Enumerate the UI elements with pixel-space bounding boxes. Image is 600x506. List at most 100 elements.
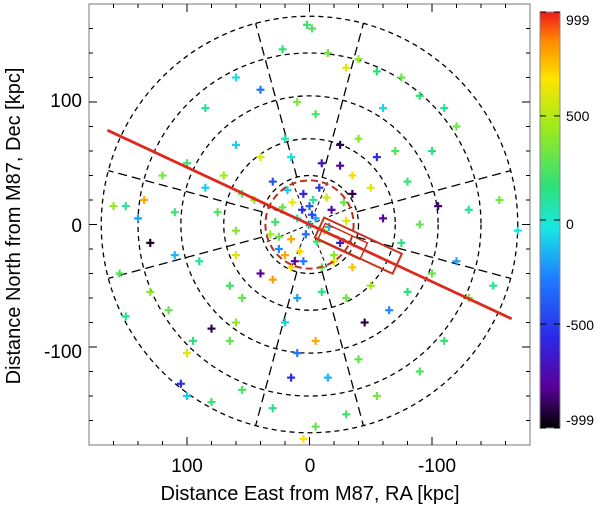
- data-point: [299, 434, 308, 443]
- data-point: [452, 122, 461, 131]
- data-point: [348, 171, 357, 180]
- data-point: [121, 202, 130, 211]
- data-point: [207, 324, 216, 333]
- data-point: [158, 171, 167, 180]
- data-point: [317, 287, 326, 296]
- data-point: [232, 226, 240, 235]
- data-point: [311, 110, 320, 119]
- data-point: [134, 214, 142, 223]
- data-point: [146, 238, 155, 247]
- data-point: [366, 183, 375, 192]
- data-point: [238, 294, 247, 302]
- data-point: [309, 196, 318, 204]
- strip-box-short: [316, 222, 369, 261]
- data-point: [293, 98, 302, 106]
- data-point: [323, 373, 332, 382]
- data-point: [464, 205, 473, 214]
- data-point: [293, 349, 302, 358]
- data-point: [307, 210, 316, 219]
- data-point: [327, 205, 336, 214]
- data-point: [366, 281, 375, 290]
- grid-spoke-7: [108, 236, 263, 280]
- data-point: [348, 263, 357, 272]
- grid-inner-spoke-4: [263, 224, 310, 244]
- data-point: [201, 183, 210, 192]
- x-tick-label-100: 100: [171, 456, 203, 477]
- data-point: [109, 202, 118, 211]
- data-point: [415, 367, 424, 376]
- data-point: [176, 379, 185, 388]
- data-point: [323, 49, 332, 57]
- data-point: [164, 306, 173, 315]
- data-point: [225, 336, 234, 345]
- data-point: [225, 281, 234, 290]
- overlay: [106, 128, 513, 321]
- data-point: [268, 275, 277, 284]
- data-point: [287, 153, 296, 162]
- data-point: [219, 171, 228, 180]
- grid-spoke-5: [321, 271, 365, 426]
- major-axis-line: [106, 128, 513, 321]
- data-point: [397, 238, 406, 247]
- data-point: [293, 294, 302, 302]
- y-axis-title: Distance North from M87, Dec [kpc]: [3, 68, 25, 385]
- grid-inner-spoke-0: [309, 205, 356, 225]
- data-point: [452, 257, 461, 266]
- data-point: [232, 73, 240, 82]
- data-point: [274, 232, 283, 241]
- data-point: [299, 189, 308, 198]
- data-point: [299, 257, 308, 266]
- colorbar-label-neg999: -999: [566, 412, 594, 428]
- data-point: [434, 202, 443, 211]
- data-point: [305, 202, 314, 211]
- data-point: [342, 410, 351, 419]
- y-tick-label-100: 100: [50, 91, 82, 112]
- grid-ring-4: [100, 15, 519, 434]
- data-point: [140, 196, 149, 204]
- colorbar-label-neg500: -500: [566, 317, 594, 333]
- data-point: [415, 220, 424, 229]
- grid-spoke-6: [254, 271, 298, 426]
- data-point: [232, 251, 240, 260]
- data-point: [287, 235, 296, 244]
- data-point: [183, 392, 191, 400]
- data-point: [301, 230, 310, 239]
- data-point: [170, 208, 179, 217]
- data-point: [121, 312, 130, 321]
- data-point: [232, 140, 240, 149]
- data-point: [232, 318, 240, 327]
- data-point: [268, 404, 277, 413]
- data-point: [354, 134, 363, 143]
- data-point: [281, 134, 289, 143]
- axis-ticks: [89, 4, 530, 445]
- data-point: [283, 186, 292, 195]
- data-point: [295, 247, 304, 256]
- y-tick-label-0: 0: [71, 216, 82, 237]
- grid-ring-3: [137, 52, 482, 397]
- data-point: [287, 373, 296, 382]
- data-point: [271, 218, 280, 227]
- grid-spoke-3: [356, 169, 511, 213]
- grid-spoke-1: [254, 23, 298, 178]
- data-point: [440, 104, 449, 113]
- data-point: [360, 318, 369, 327]
- data-point: [274, 245, 283, 253]
- data-point: [183, 349, 191, 358]
- grid-spoke-4: [356, 236, 511, 280]
- grid-inner-spoke-6: [309, 224, 329, 271]
- data-point: [290, 257, 299, 266]
- data-point: [195, 257, 204, 266]
- data-point: [391, 147, 400, 155]
- x-tick-label-0: 0: [305, 456, 316, 477]
- data-point: [311, 336, 320, 345]
- data-point: [303, 20, 312, 29]
- data-point: [330, 251, 338, 260]
- data-point: [298, 205, 307, 214]
- data-point: [238, 385, 247, 394]
- y-tick-label-neg100: -100: [44, 342, 82, 363]
- data-point: [256, 85, 265, 94]
- data-point: [170, 251, 179, 260]
- strip-box-long: [313, 216, 404, 276]
- grid-ring-1: [223, 138, 396, 311]
- grid-ring-0: [259, 174, 360, 275]
